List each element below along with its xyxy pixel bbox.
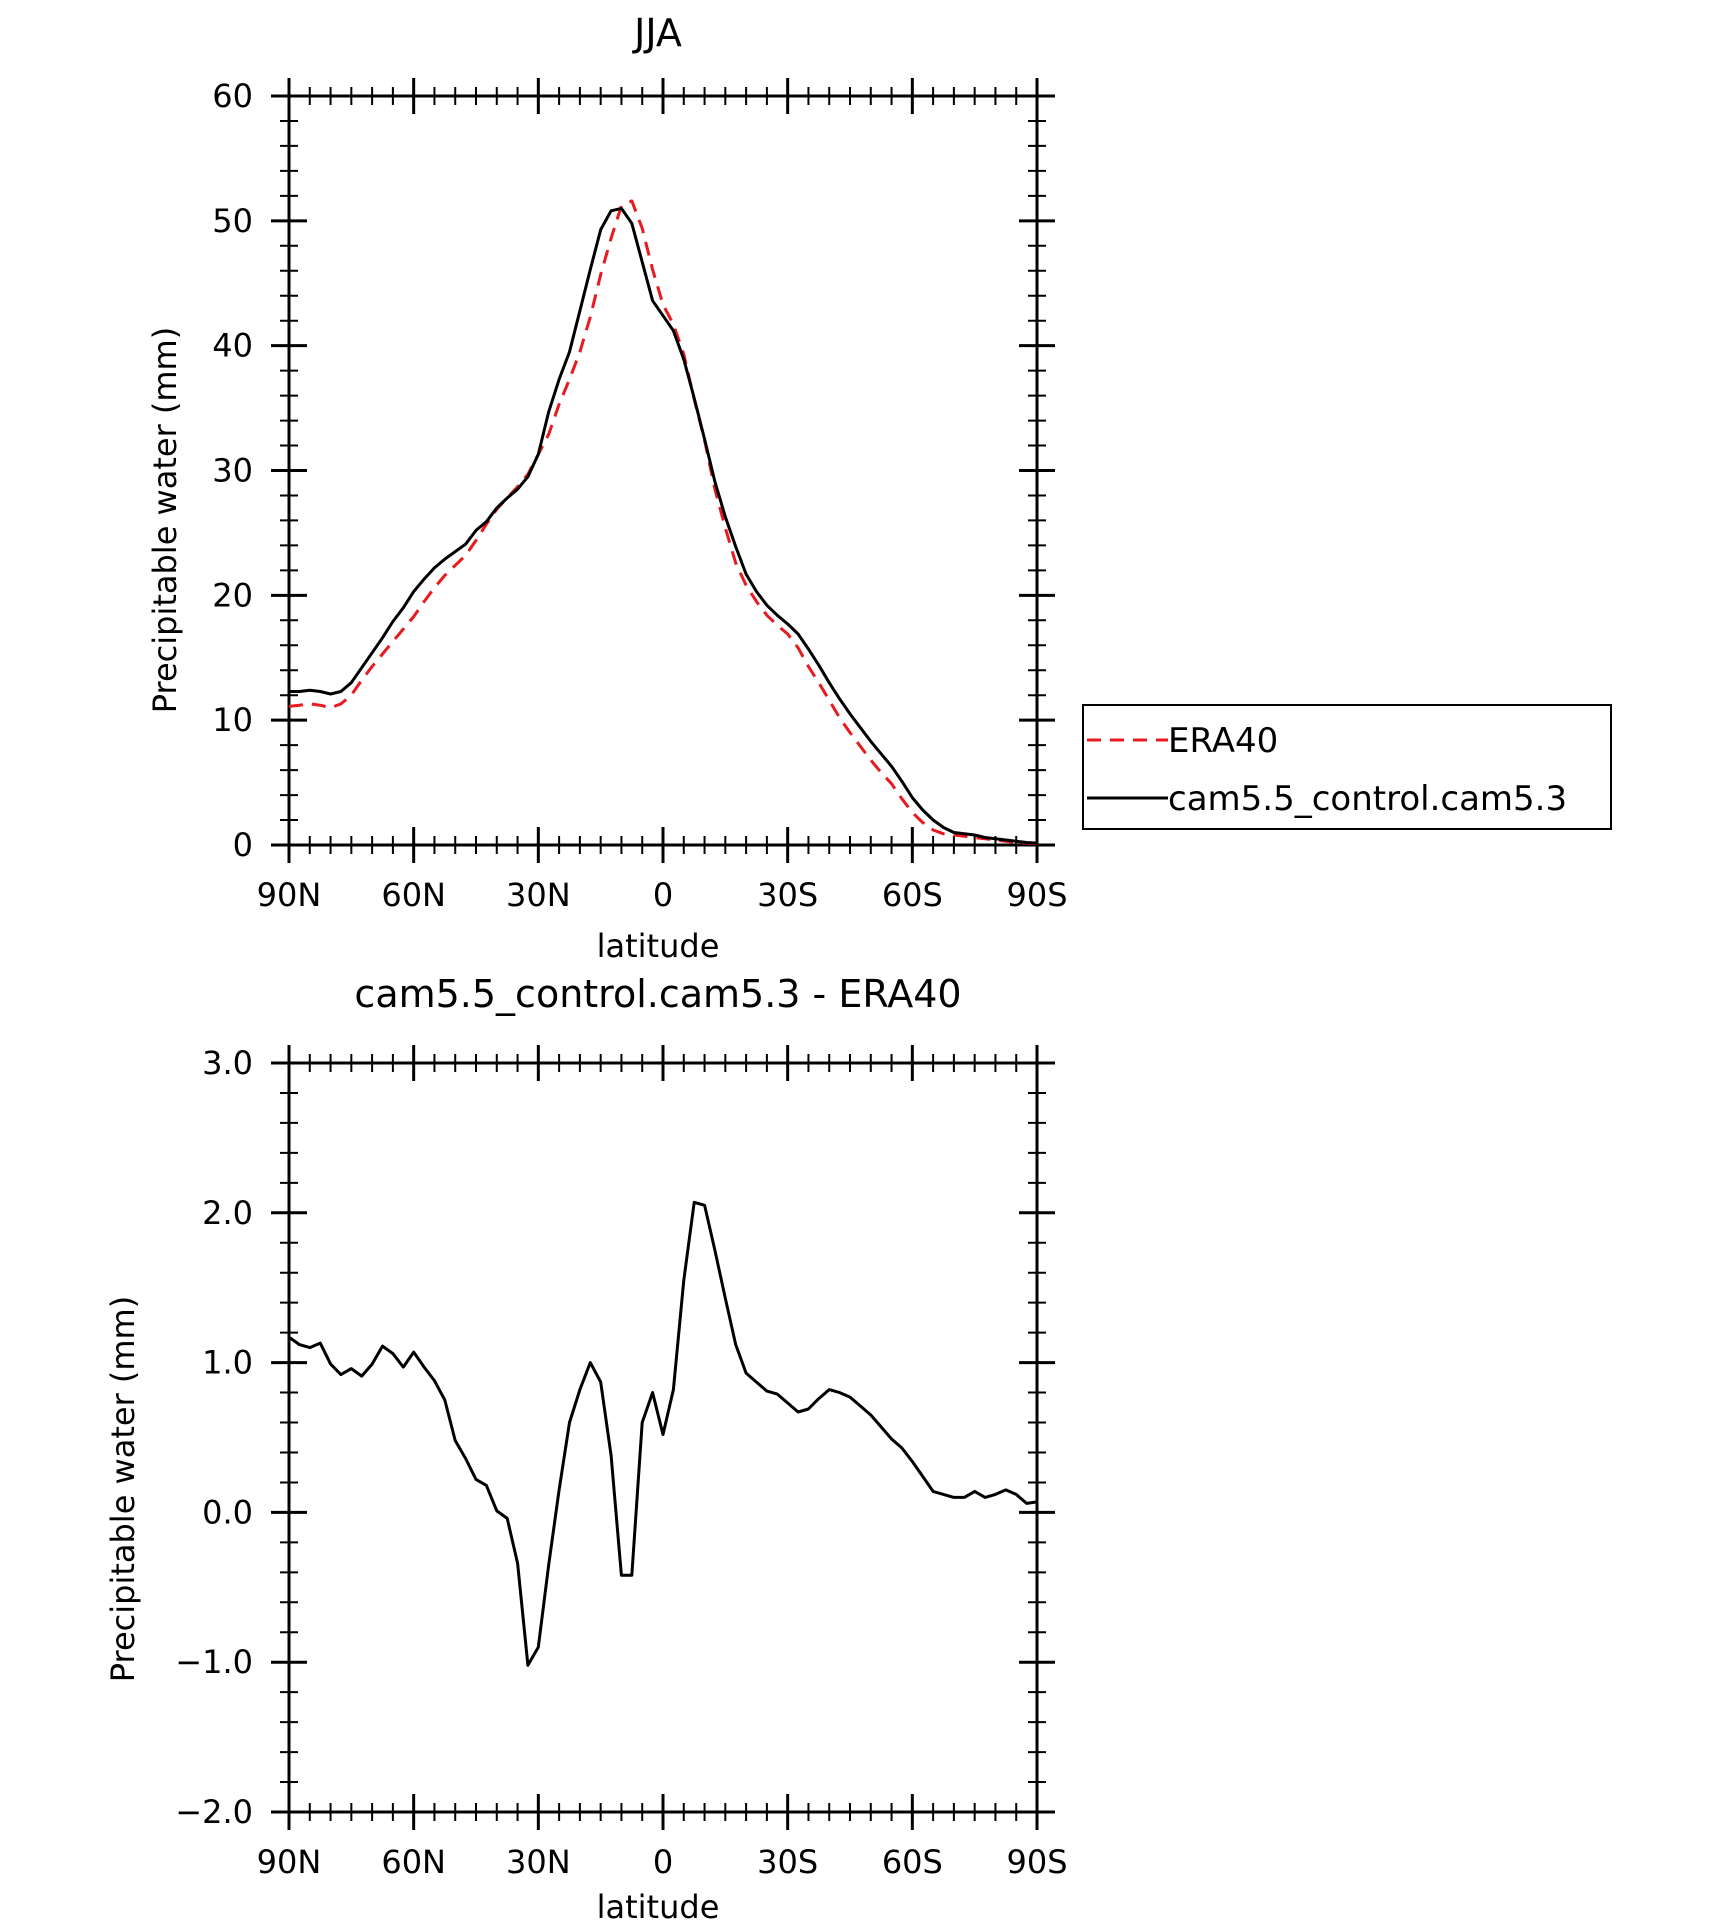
bottom-series-line-difference (288, 1200, 1038, 1667)
legend-era40-label: ERA40 (1168, 721, 1278, 761)
bottom-y-tick-label: −1.0 (175, 1643, 253, 1681)
top-y-axis-label: Precipitable water (mm) (146, 327, 184, 713)
legend-box (1082, 704, 1612, 830)
bottom-x-axis-label: latitude (597, 1888, 720, 1922)
bottom-y-tick-label: 3.0 (202, 1044, 253, 1082)
bottom-x-tick-label: 30S (757, 1843, 818, 1881)
bottom-x-tick-label: 60S (882, 1843, 943, 1881)
top-y-tick-label: 20 (212, 576, 253, 614)
top-x-tick-label: 60N (381, 876, 446, 914)
top-x-tick-label: 60S (882, 876, 943, 914)
bottom-plot-frame (287, 1061, 1039, 1814)
bottom-y-axis-label: Precipitable water (mm) (104, 1296, 142, 1682)
top-y-tick-label: 40 (212, 327, 253, 365)
bottom-x-tick-label: 30N (506, 1843, 571, 1881)
top-y-tick-label: 30 (212, 452, 253, 490)
top-y-tick-label: 10 (212, 701, 253, 739)
bottom-y-tick-label: 0.0 (202, 1493, 253, 1531)
bottom-panel: cam5.5_control.cam5.3 - ERA40 −2.0 −1.0 0.… (104, 972, 1068, 1922)
top-panel: JJA 0 10 20 30 40 50 60 90N 60N 30N 0 30S 60S 90S lat… (146, 11, 1612, 965)
bottom-panel-title: cam5.5_control.cam5.3 - ERA40 (354, 972, 961, 1016)
legend-cam-label: cam5.5_control.cam5.3 (1168, 779, 1567, 819)
top-series-line-era40 (288, 199, 1038, 846)
bottom-y-tick-label: 2.0 (202, 1194, 253, 1232)
top-y-tick-label: 60 (212, 77, 253, 115)
bottom-x-tick-label: 0 (653, 1843, 673, 1881)
top-plot-frame (287, 94, 1039, 847)
bottom-plot-area: −2.0 −1.0 0.0 1.0 2.0 3.0 90N 60N 30N 0 30S 60S 90S (175, 1044, 1067, 1881)
top-x-tick-label: 90N (257, 876, 322, 914)
bottom-y-tick-label: −2.0 (175, 1793, 253, 1831)
top-panel-title: JJA (632, 11, 682, 55)
bottom-x-tick-label: 60N (381, 1843, 446, 1881)
bottom-y-tick-label: 1.0 (202, 1344, 253, 1382)
top-x-tick-label: 30N (506, 876, 571, 914)
top-x-axis-label: latitude (597, 927, 720, 965)
legend: ERA40 cam5.5_control.cam5.3 (1082, 704, 1612, 830)
top-y-tick-label: 50 (212, 202, 253, 240)
bottom-x-tick-label: 90N (257, 1843, 322, 1881)
top-x-tick-label: 90S (1006, 876, 1067, 914)
top-x-tick-label: 30S (757, 876, 818, 914)
top-x-tick-label: 0 (653, 876, 673, 914)
bottom-x-tick-label: 90S (1006, 1843, 1067, 1881)
top-y-tick-label: 0 (233, 826, 253, 864)
top-series-line-cam5-5-control-cam5-3 (289, 206, 1038, 845)
top-plot-area: 0 10 20 30 40 50 60 90N 60N 30N 0 30S 60S 90S (212, 77, 1067, 914)
